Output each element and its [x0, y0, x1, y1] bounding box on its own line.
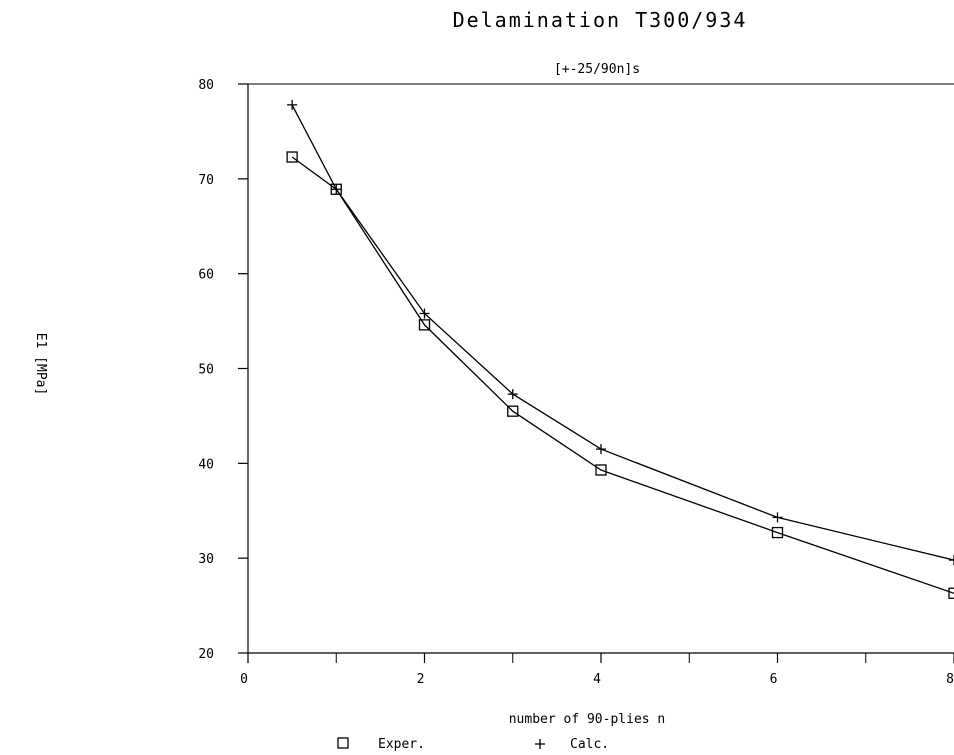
data-point-calc [596, 444, 606, 455]
legend-calc-label: Calc. [570, 737, 609, 752]
data-point-exper [418, 319, 431, 331]
data-point-calc [772, 512, 783, 523]
data-point-exper [507, 405, 519, 417]
chart-subtitle: [+-25/90n]s [554, 62, 640, 77]
x-tick-label: 6 [770, 672, 778, 687]
series-layer [286, 99, 954, 599]
chart-title: Delamination T300/934 [453, 8, 748, 32]
data-point-exper [286, 151, 298, 163]
data-point-calc [419, 308, 430, 319]
data-point-exper [771, 526, 784, 539]
y-tick-label: 50 [198, 363, 214, 378]
data-point-exper [948, 587, 954, 599]
x-tick-label: 4 [593, 672, 601, 687]
y-tick-label: 30 [198, 552, 214, 567]
y-tick-label: 70 [198, 173, 214, 188]
data-point-calc [507, 389, 518, 400]
legend-exper-marker [337, 737, 349, 749]
y-tick-label: 60 [198, 268, 214, 283]
ticks: 20 30 40 50 60 70 80 0 2 4 6 8 [198, 78, 954, 687]
plot-frame [247, 83, 954, 654]
data-point-calc [287, 99, 298, 110]
x-axis-label: number of 90-plies n [509, 712, 666, 727]
data-point-calc [949, 555, 954, 566]
series-line-Exper. [291, 156, 954, 594]
x-tick-label: 0 [240, 672, 248, 687]
legend-exper-label: Exper. [378, 737, 425, 752]
x-tick-label: 2 [417, 672, 425, 687]
series-line-Calc. [291, 104, 954, 561]
y-tick-label: 80 [198, 78, 214, 93]
y-axis-label: E1 [MPa] [33, 333, 48, 396]
data-point-calc [331, 184, 342, 195]
y-tick-label: 40 [198, 457, 214, 472]
legend-calc-marker [535, 739, 545, 749]
data-point-exper [595, 464, 607, 476]
x-tick-label: 8 [946, 672, 954, 687]
legend: Exper. Calc. [337, 737, 609, 752]
y-tick-label: 20 [198, 647, 214, 662]
